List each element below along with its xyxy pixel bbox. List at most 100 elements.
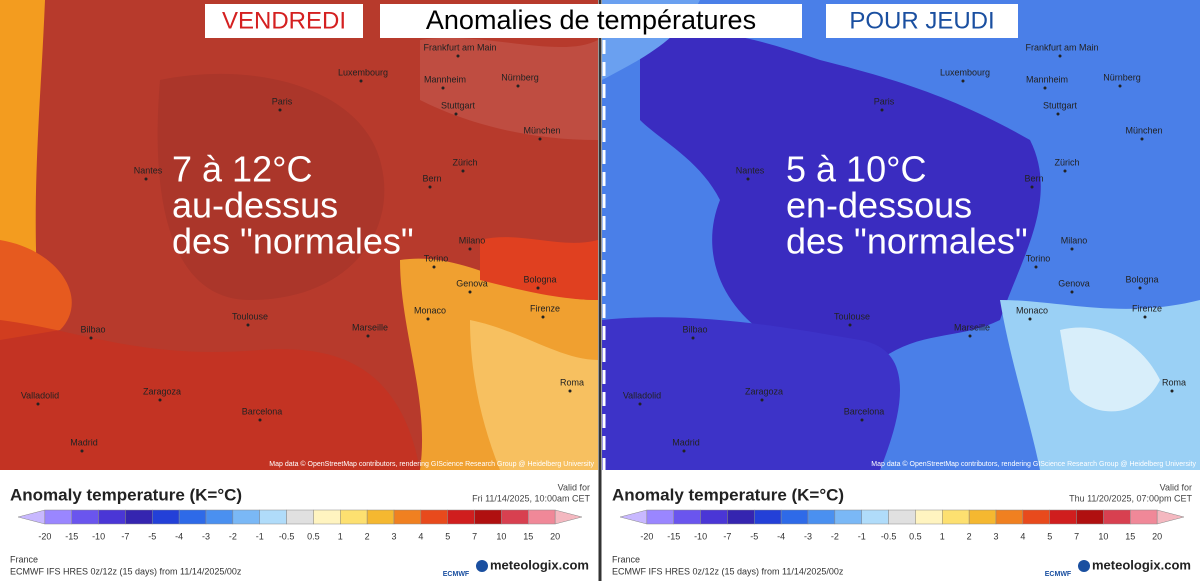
city-label: Milano — [459, 235, 486, 245]
city-dot — [441, 86, 445, 90]
city-dot — [538, 137, 542, 141]
colorbar-label: 15 — [1125, 531, 1135, 541]
city-label: Barcelona — [844, 406, 885, 416]
colorbar-segment — [447, 509, 475, 525]
city-label: Madrid — [672, 437, 700, 447]
title: Anomalies de températures — [426, 5, 756, 35]
city-label: Mannheim — [1026, 74, 1068, 84]
overlay-text: en-dessous — [786, 185, 972, 226]
attribution: Map data © OpenStreetMap contributors, r… — [871, 460, 1196, 468]
city-label: Nürnberg — [501, 72, 539, 82]
colorbar-label: 2 — [365, 531, 370, 541]
city-dot — [432, 265, 436, 269]
colorbar-segment — [178, 509, 207, 525]
city-label: Bologna — [1125, 274, 1158, 284]
colorbar-label: 7 — [1074, 531, 1079, 541]
right-label: POUR JEUDI — [849, 7, 994, 34]
colorbar-cap — [1156, 509, 1185, 525]
legend-bg — [2, 472, 598, 581]
city-label: Genova — [1058, 278, 1090, 288]
colorbar-label: 10 — [496, 531, 506, 541]
city-label: Frankfurt am Main — [1025, 42, 1098, 52]
colorbar-segment — [834, 509, 862, 525]
colorbar-segment — [1076, 509, 1104, 525]
region: France — [612, 554, 640, 564]
city-dot — [36, 402, 40, 406]
colorbar-segment — [727, 509, 755, 525]
city-label: Luxembourg — [940, 67, 990, 77]
colorbar-label: -20 — [640, 531, 653, 541]
city-label: Marseille — [352, 322, 388, 332]
colorbar-label: -0.5 — [279, 531, 295, 541]
colorbar-label: -1 — [858, 531, 866, 541]
colorbar-segment — [673, 509, 701, 525]
colorbar-label: -4 — [175, 531, 183, 541]
legend-title: Anomaly temperature (K=°C) — [612, 485, 844, 504]
colorbar-cap — [554, 509, 583, 525]
colorbar-label: 10 — [1098, 531, 1108, 541]
city-dot — [568, 389, 572, 393]
city-dot — [968, 334, 972, 338]
colorbar-segment — [340, 509, 368, 525]
colorbar-label: 3 — [993, 531, 998, 541]
city-label: Firenze — [530, 303, 560, 313]
city-dot — [848, 323, 852, 327]
city-dot — [860, 418, 864, 422]
colorbar-segment — [44, 509, 72, 525]
colorbar-label: 5 — [445, 531, 450, 541]
colorbar-segment — [915, 509, 943, 525]
city-label: Zürich — [452, 157, 477, 167]
city-dot — [516, 84, 520, 88]
city-label: Stuttgart — [441, 100, 476, 110]
colorbar-segment — [125, 509, 153, 525]
colorbar-segment — [968, 509, 997, 525]
legend-title: Anomaly temperature (K=°C) — [10, 485, 242, 504]
colorbar-segment — [807, 509, 836, 525]
city-dot — [468, 247, 472, 251]
city-label: Toulouse — [834, 311, 870, 321]
city-dot — [1140, 137, 1144, 141]
city-dot — [638, 402, 642, 406]
city-dot — [366, 334, 370, 338]
city-label: Valladolid — [623, 390, 661, 400]
ecmwf: ECMWF — [443, 571, 470, 578]
city-dot — [158, 398, 162, 402]
colorbar-label: 4 — [418, 531, 423, 541]
colorbar-segment — [1130, 509, 1158, 525]
city-label: Monaco — [414, 305, 446, 315]
city-label: Nantes — [736, 165, 765, 175]
colorbar-segment — [528, 509, 556, 525]
colorbar-label: 5 — [1047, 531, 1052, 541]
valid-time: Thu 11/20/2025, 07:00pm CET — [1069, 493, 1192, 503]
colorbar-segment — [366, 509, 395, 525]
label-box — [826, 4, 1018, 38]
overlay-text: des "normales" — [172, 221, 414, 262]
colorbar-label: 1 — [940, 531, 945, 541]
city-dot — [1138, 286, 1142, 290]
city-dot — [461, 169, 465, 173]
city-label: Zürich — [1054, 157, 1079, 167]
valid-label: Valid for — [1160, 482, 1192, 492]
city-label: Bern — [1024, 173, 1043, 183]
city-label: Zaragoza — [143, 386, 181, 396]
colorbar-label: -5 — [148, 531, 156, 541]
city-dot — [258, 418, 262, 422]
colorbar-segment — [646, 509, 674, 525]
colorbar-label: -10 — [92, 531, 105, 541]
left-label: VENDREDI — [222, 7, 346, 34]
city-label: Bern — [422, 173, 441, 183]
city-label: Paris — [272, 96, 293, 106]
city-dot — [1034, 265, 1038, 269]
city-dot — [1143, 315, 1147, 319]
colorbar-label: 7 — [472, 531, 477, 541]
city-label: Barcelona — [242, 406, 283, 416]
city-dot — [246, 323, 250, 327]
city-label: Firenze — [1132, 303, 1162, 313]
map-right — [602, 0, 1200, 470]
city-label: Frankfurt am Main — [423, 42, 496, 52]
colorbar-label: -15 — [667, 531, 680, 541]
city-dot — [278, 108, 282, 112]
colorbar-segment — [420, 509, 448, 525]
colorbar-segment — [98, 509, 126, 525]
region: France — [10, 554, 38, 564]
